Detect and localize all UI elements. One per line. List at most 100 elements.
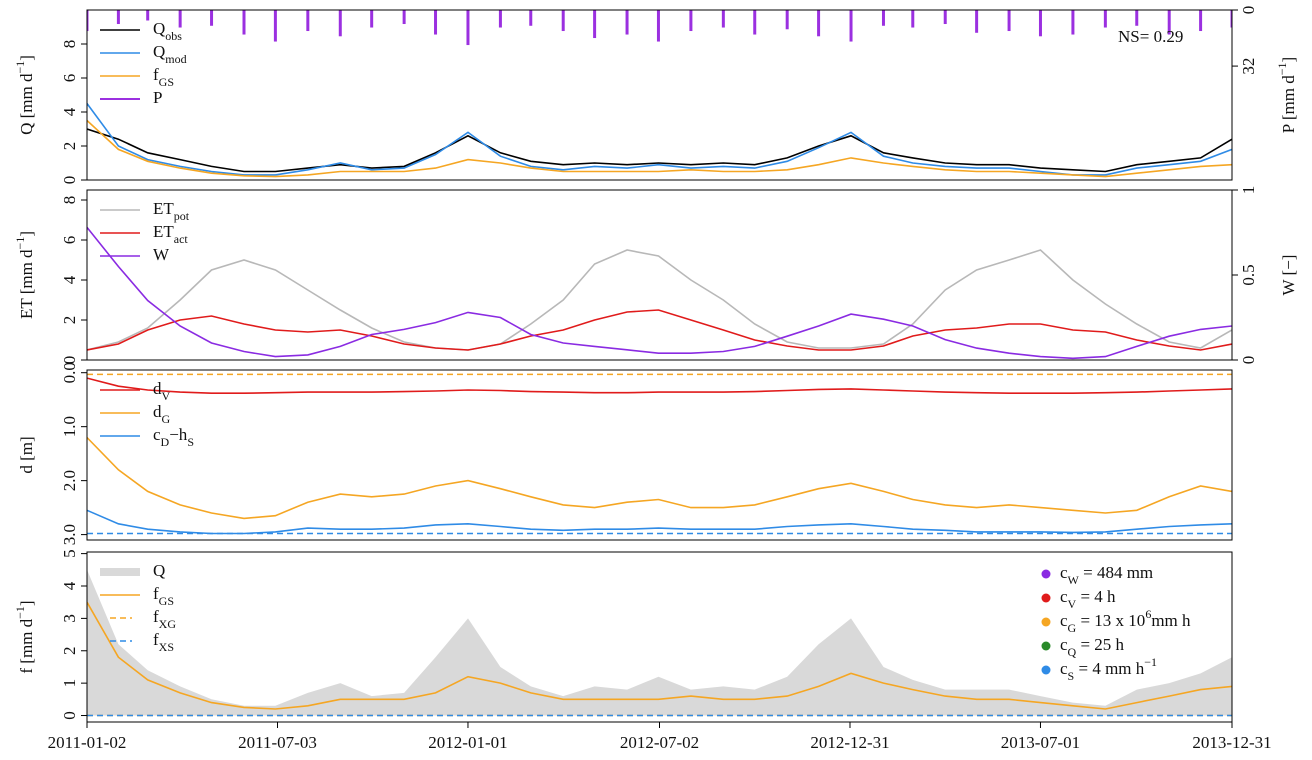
y-tick-label: 3.0 — [60, 524, 79, 545]
text-part: d — [153, 402, 162, 421]
y-tick-label: 4 — [60, 275, 79, 284]
text-part: ] — [17, 600, 36, 606]
parameter-dot — [1041, 593, 1051, 603]
panel-frame — [86, 189, 1233, 361]
text-part: D — [161, 435, 170, 449]
y2-tick-label: 0 — [1239, 6, 1258, 15]
series-line — [87, 249, 1232, 351]
y2-tick-label: 1 — [1239, 186, 1258, 195]
y-axis-label: f [mm d−1] — [13, 600, 36, 673]
series-line — [87, 103, 1232, 176]
y-tick-label: 2 — [60, 316, 79, 325]
x-tick-label: 2012-12-31 — [810, 733, 889, 752]
y-axis-label: ET [mm d−1] — [13, 231, 36, 319]
text-part: act — [174, 232, 189, 246]
y-tick-label: 1.0 — [60, 416, 79, 437]
legend-label: Qmod — [153, 42, 187, 66]
y-tick-label: 0 — [60, 176, 79, 185]
text-part: Q — [1068, 645, 1077, 659]
legend-label: fGS — [153, 65, 174, 89]
text-part: f — [153, 65, 159, 84]
text-part: c — [1060, 563, 1068, 582]
legend-label: cD−hS — [153, 425, 194, 449]
text-part: Q [mm d — [17, 73, 36, 135]
parameter-dot — [1041, 617, 1051, 627]
x-tick-label: 2011-07-03 — [238, 733, 317, 752]
parameter-label: cW = 484 mm — [1060, 563, 1153, 587]
text-part: P — [153, 88, 162, 107]
text-part: = 4 mm h — [1074, 659, 1145, 678]
text-part: c — [1060, 659, 1068, 678]
text-part: mod — [165, 52, 186, 66]
text-part: c — [153, 425, 161, 444]
legend-label: W — [153, 245, 170, 264]
text-part: f — [153, 607, 159, 626]
text-part: pot — [174, 209, 190, 223]
text-part: ET [mm d — [17, 249, 36, 319]
y-tick-label: 1 — [60, 679, 79, 688]
panel-frame — [86, 369, 1233, 541]
text-part: obs — [165, 29, 182, 43]
text-part: ] — [17, 231, 36, 237]
legend-label: ETpot — [153, 199, 190, 223]
text-part: mm h — [1151, 611, 1191, 630]
text-part: −1 — [13, 237, 27, 250]
y2-tick-label: 0 — [1239, 356, 1258, 365]
text-part: W — [153, 245, 170, 264]
legend-label: fXG — [153, 607, 176, 631]
y-tick-label: 6 — [60, 74, 79, 83]
text-part: G — [1068, 621, 1077, 635]
text-part: W — [1068, 573, 1080, 587]
y-tick-label: 3 — [60, 614, 79, 623]
text-part: Q — [153, 19, 165, 38]
parameter-dot — [1041, 569, 1051, 579]
text-part: c — [1060, 587, 1068, 606]
x-tick-label: 2011-01-02 — [48, 733, 127, 752]
parameter-label: cV = 4 h — [1060, 587, 1116, 611]
y2-axis-label: P [mm d−1] — [1275, 57, 1298, 133]
y2-tick-label: 0.5 — [1239, 264, 1258, 285]
y-tick-label: 0 — [60, 356, 79, 365]
area — [87, 569, 1232, 716]
text-part: ] — [1279, 57, 1298, 63]
text-part: = 484 mm — [1079, 563, 1153, 582]
legend-label: fGS — [153, 584, 174, 608]
y-tick-label: 5 — [60, 549, 79, 558]
legend-label: dG — [153, 402, 171, 426]
y2-axis-label: W [−] — [1279, 255, 1298, 296]
text-part: XS — [159, 640, 174, 654]
parameter-dot — [1041, 641, 1051, 651]
text-part: = 13 x 10 — [1076, 611, 1145, 630]
text-part: XG — [159, 617, 177, 631]
text-part: −1 — [13, 61, 27, 74]
text-part: f — [153, 630, 159, 649]
y-tick-label: 4 — [60, 581, 79, 590]
y-tick-label: 6 — [60, 236, 79, 245]
parameter-dot — [1041, 665, 1051, 675]
text-part: GS — [159, 75, 174, 89]
plot-area — [87, 10, 1232, 178]
text-part: G — [162, 412, 171, 426]
parameter-label: cQ = 25 h — [1060, 635, 1125, 659]
text-part: GS — [159, 594, 174, 608]
text-part: Q — [153, 561, 165, 580]
text-part: P [mm d — [1279, 75, 1298, 133]
y-axis-label: d [m] — [17, 436, 36, 473]
y-tick-label: 4 — [60, 107, 79, 116]
text-part: f — [153, 584, 159, 603]
text-part: Q — [153, 42, 165, 61]
y-tick-label: 2 — [60, 142, 79, 151]
legend-label: dV — [153, 379, 171, 403]
text-part: f [mm d — [17, 618, 36, 673]
annotation: NS= 0.29 — [1118, 27, 1183, 46]
y-tick-label: 8 — [60, 196, 79, 205]
plot-area — [87, 373, 1232, 535]
legend-label: Qobs — [153, 19, 182, 43]
y-tick-label: 2.0 — [60, 470, 79, 491]
plot-area — [87, 226, 1232, 360]
text-part: d [m] — [17, 436, 36, 473]
series-line — [87, 128, 1232, 173]
text-part: S — [1068, 669, 1075, 683]
text-part: ET — [153, 199, 174, 218]
